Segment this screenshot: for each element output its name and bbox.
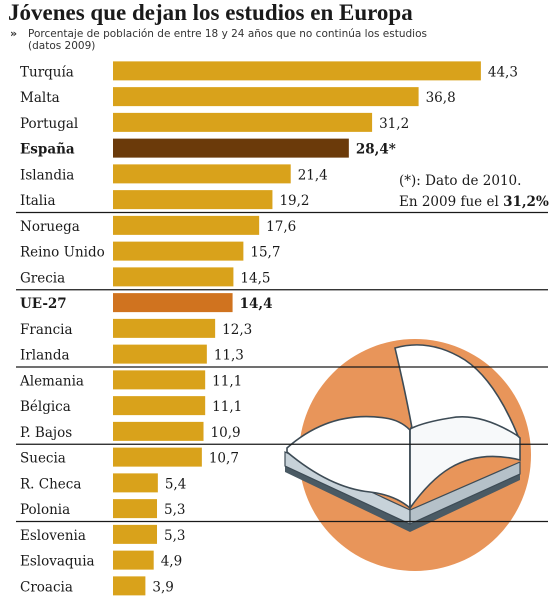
- data-label-turquia: 44,3: [488, 64, 518, 80]
- bar-italia: [113, 190, 273, 210]
- bar-eslovaquia: [113, 550, 154, 570]
- category-label-turquia: Turquía: [20, 64, 74, 80]
- bar-ue-27: [113, 293, 233, 313]
- category-label-croacia: Croacia: [20, 579, 73, 595]
- subtitle: Porcentaje de población de entre 18 y 24…: [28, 28, 427, 40]
- data-label-eslovaquia: 4,9: [161, 554, 182, 570]
- bar-croacia: [113, 576, 146, 596]
- page-title: Jóvenes que dejan los estudios en Europa: [8, 0, 413, 25]
- category-label-francia: Francia: [20, 322, 73, 338]
- data-label-espana: 28,4*: [356, 142, 396, 158]
- category-label-malta: Malta: [20, 90, 60, 106]
- data-labels: 44,3 36,8 31,2 28,4* 21,4 19,2 17,6 15,7 14,5 14,…: [152, 64, 518, 595]
- bar-reino-unido: [113, 241, 244, 261]
- data-label-alemania: 11,1: [212, 373, 242, 389]
- category-label-suecia: Suecia: [20, 451, 66, 467]
- bar-r-checa: [113, 473, 158, 493]
- category-label-p-bajos: P. Bajos: [20, 425, 72, 441]
- data-label-ue-27: 14,4: [240, 296, 273, 312]
- category-label-noruega: Noruega: [20, 219, 80, 235]
- data-label-belgica: 11,1: [212, 399, 242, 415]
- category-label-eslovaquia: Eslovaquia: [20, 554, 95, 570]
- data-label-francia: 12,3: [222, 322, 252, 338]
- data-label-reino-unido: 15,7: [250, 245, 280, 261]
- category-label-reino-unido: Reino Unido: [20, 245, 105, 261]
- bar-portugal: [113, 112, 373, 132]
- category-label-islandia: Islandia: [20, 167, 74, 183]
- data-label-eslovenia: 5,3: [164, 528, 185, 544]
- subtitle-date: (datos 2009): [28, 40, 95, 52]
- bar-turquia: [113, 61, 481, 81]
- bar-malta: [113, 87, 419, 107]
- bar-francia: [113, 318, 216, 338]
- footnote-line2-prefix: En 2009 fue el: [399, 194, 503, 210]
- bar-eslovenia: [113, 524, 158, 544]
- bar-polonia: [113, 499, 158, 519]
- category-label-italia: Italia: [20, 193, 56, 209]
- data-label-p-bajos: 10,9: [211, 425, 241, 441]
- category-label-belgica: Bélgica: [20, 399, 71, 415]
- footnote-line2-value: 31,2%: [503, 194, 549, 210]
- bar-grecia: [113, 267, 234, 287]
- data-label-suecia: 10,7: [209, 451, 239, 467]
- data-label-noruega: 17,6: [266, 219, 296, 235]
- bar-islandia: [113, 164, 291, 184]
- category-label-irlanda: Irlanda: [20, 348, 70, 364]
- footnote: (*): Dato de 2010. En 2009 fue el 31,2%: [399, 173, 549, 210]
- data-label-islandia: 21,4: [298, 167, 328, 183]
- data-label-croacia: 3,9: [152, 579, 173, 595]
- data-label-italia: 19,2: [279, 193, 309, 209]
- data-label-portugal: 31,2: [379, 116, 409, 132]
- footnote-line1: (*): Dato de 2010.: [399, 173, 521, 189]
- category-label-portugal: Portugal: [20, 116, 78, 132]
- data-label-malta: 36,8: [426, 90, 456, 106]
- bar-noruega: [113, 215, 260, 235]
- category-label-espana: España: [20, 142, 75, 158]
- category-label-ue-27: UE-27: [20, 296, 67, 312]
- data-label-irlanda: 11,3: [214, 348, 244, 364]
- category-label-r-checa: R. Checa: [20, 476, 81, 492]
- subtitle-arrow-icon: »: [10, 27, 17, 40]
- bars: [113, 61, 481, 596]
- open-book-icon: [284, 344, 521, 532]
- bar-irlanda: [113, 344, 207, 364]
- category-label-grecia: Grecia: [20, 270, 65, 286]
- category-label-eslovenia: Eslovenia: [20, 528, 86, 544]
- bar-suecia: [113, 447, 202, 467]
- category-label-alemania: Alemania: [19, 373, 84, 389]
- bar-p-bajos: [113, 421, 204, 441]
- bar-alemania: [113, 370, 206, 390]
- bar-belgica: [113, 396, 206, 416]
- data-label-polonia: 5,3: [164, 502, 185, 518]
- bar-espana: [113, 138, 349, 158]
- category-labels: Turquía Malta Portugal España Islandia Italia…: [19, 64, 105, 595]
- data-label-r-checa: 5,4: [165, 476, 186, 492]
- footnote-line2: En 2009 fue el 31,2%: [399, 194, 549, 210]
- book-illustration: [284, 339, 531, 571]
- data-label-grecia: 14,5: [240, 270, 270, 286]
- category-label-polonia: Polonia: [20, 502, 70, 518]
- group-separators: [16, 211, 548, 523]
